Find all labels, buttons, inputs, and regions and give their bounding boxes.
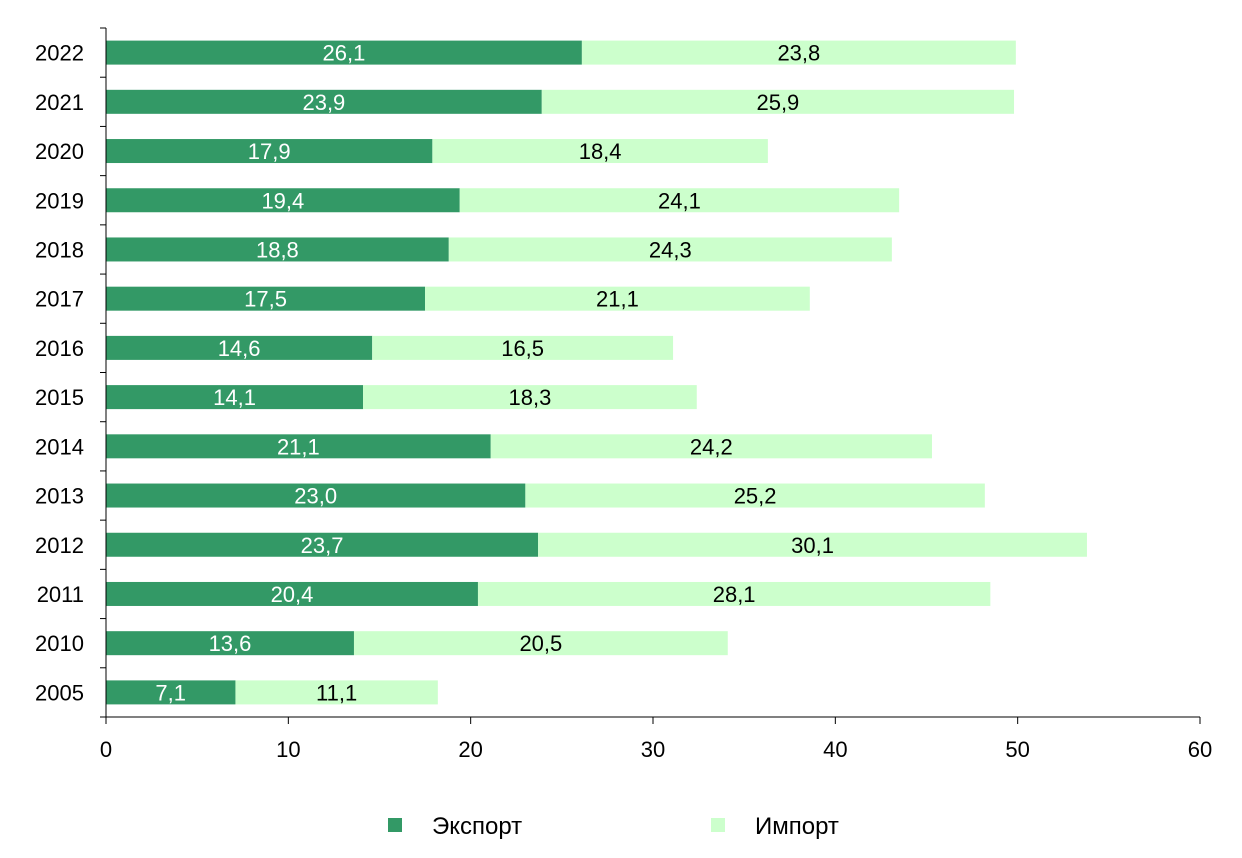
x-tick-label-0: 0: [100, 737, 112, 762]
bar-export-2016: [106, 335, 373, 360]
y-tick-label-2020: 2020: [35, 139, 84, 164]
x-tick-label-30: 30: [641, 737, 665, 762]
bar-import-2014: [490, 434, 932, 459]
data-label-export-2011: 20,4: [271, 582, 314, 607]
data-label-export-2017: 17,5: [244, 287, 287, 312]
bar-import-2015: [363, 385, 697, 410]
data-label-import-2010: 20,5: [519, 631, 562, 656]
data-label-export-2005: 7,1: [155, 680, 186, 705]
data-label-export-2012: 23,7: [301, 533, 344, 558]
x-tick-label-50: 50: [1005, 737, 1029, 762]
data-label-export-2021: 23,9: [302, 90, 345, 115]
bar-export-2022: [106, 40, 582, 65]
bar-export-2017: [106, 286, 426, 311]
x-tick-label-10: 10: [276, 737, 300, 762]
data-label-import-2011: 28,1: [713, 582, 756, 607]
data-label-import-2022: 23,8: [777, 41, 820, 66]
legend-label-import: Импорт: [755, 813, 839, 840]
bar-import-2019: [459, 188, 900, 213]
data-label-import-2012: 30,1: [791, 533, 834, 558]
y-tick-label-2019: 2019: [35, 188, 84, 213]
data-label-import-2017: 21,1: [596, 287, 639, 312]
data-label-import-2013: 25,2: [734, 484, 777, 509]
bar-export-2018: [106, 237, 449, 262]
data-label-import-2005: 11,1: [316, 680, 357, 705]
data-label-export-2015: 14,1: [213, 385, 256, 410]
bar-export-2014: [106, 434, 491, 459]
bar-import-2012: [538, 532, 1087, 557]
data-label-import-2021: 25,9: [756, 90, 799, 115]
y-tick-label-2015: 2015: [35, 385, 84, 410]
legend: Экспорт Импорт: [388, 813, 839, 840]
data-label-export-2022: 26,1: [323, 41, 366, 66]
bar-import-2022: [581, 40, 1016, 65]
data-label-export-2010: 13,6: [209, 631, 252, 656]
data-label-export-2014: 21,1: [277, 434, 320, 459]
data-label-import-2015: 18,3: [509, 385, 552, 410]
data-label-import-2019: 24,1: [658, 188, 701, 213]
y-tick-label-2016: 2016: [35, 336, 84, 361]
bar-export-2019: [106, 188, 460, 213]
bar-export-2013: [106, 483, 526, 508]
bar-export-2010: [106, 631, 354, 656]
bar-import-2020: [432, 139, 768, 164]
bar-export-2005: [106, 680, 236, 705]
bar-import-2016: [372, 335, 674, 360]
bars-layer: [106, 40, 1087, 705]
y-tick-label-2005: 2005: [35, 680, 84, 705]
y-tick-label-2012: 2012: [35, 533, 84, 558]
data-label-import-2018: 24,3: [649, 237, 692, 262]
bar-import-2017: [425, 286, 810, 311]
bar-import-2005: [235, 680, 438, 705]
data-label-export-2020: 17,9: [248, 139, 291, 164]
bar-import-2011: [477, 581, 991, 606]
x-tick-label-60: 60: [1188, 737, 1212, 762]
bar-export-2012: [106, 532, 539, 557]
data-label-export-2018: 18,8: [256, 237, 299, 262]
data-label-export-2016: 14,6: [218, 336, 261, 361]
bar-import-2018: [448, 237, 892, 262]
bar-export-2011: [106, 581, 478, 606]
data-label-export-2019: 19,4: [261, 188, 304, 213]
axes-layer: 2022202120202019201820172016201520142013…: [35, 27, 1212, 762]
bar-import-2010: [353, 631, 728, 656]
data-label-import-2020: 18,4: [579, 139, 622, 164]
data-label-import-2014: 24,2: [690, 434, 733, 459]
y-tick-label-2018: 2018: [35, 237, 84, 262]
data-label-export-2013: 23,0: [294, 484, 337, 509]
bar-import-2013: [525, 483, 985, 508]
bar-export-2020: [106, 139, 433, 164]
y-tick-label-2013: 2013: [35, 484, 84, 509]
x-tick-label-20: 20: [458, 737, 482, 762]
y-tick-label-2021: 2021: [35, 90, 84, 115]
bar-export-2021: [106, 89, 542, 114]
bar-export-2015: [106, 385, 364, 410]
y-tick-label-2017: 2017: [35, 287, 84, 312]
legend-swatch-export: [388, 818, 402, 832]
data-labels-layer: 26,1 23,8 23,9 25,9 17,9 18,4 19,4 24,1 18,8 24,3…: [155, 41, 834, 706]
y-tick-label-2010: 2010: [35, 631, 84, 656]
y-tick-label-2014: 2014: [35, 434, 84, 459]
y-tick-label-2022: 2022: [35, 41, 84, 66]
legend-swatch-import: [711, 818, 725, 832]
bar-import-2021: [541, 89, 1015, 114]
data-label-import-2016: 16,5: [501, 336, 544, 361]
x-tick-label-40: 40: [823, 737, 847, 762]
legend-label-export: Экспорт: [432, 813, 522, 840]
y-tick-label-2011: 2011: [37, 582, 84, 607]
